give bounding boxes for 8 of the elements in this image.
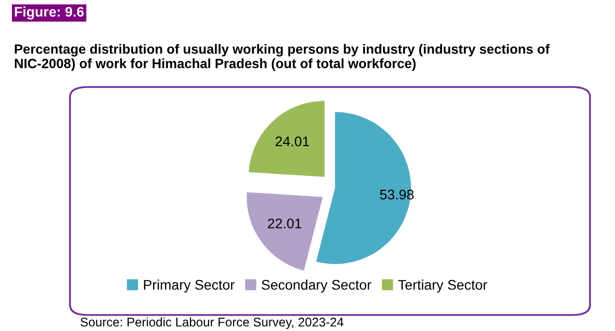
data-label: 22.01 — [268, 218, 302, 228]
legend-label: Primary Sector — [144, 280, 234, 292]
chart-title: Percentage distribution of usually working persons by industry (industry sections of NIC-2008) of work for Himachal Pradesh (out of total workforce) — [14, 44, 550, 71]
legend-label: Tertiary Sector — [398, 280, 488, 292]
source-note: Source: Periodic Labour Force Survey, 2023-24 — [80, 317, 344, 329]
legend-label: Secondary Sector — [262, 280, 372, 292]
text: Figure: 9.6 — [14, 6, 84, 20]
data-label: 24.01 — [276, 136, 310, 146]
